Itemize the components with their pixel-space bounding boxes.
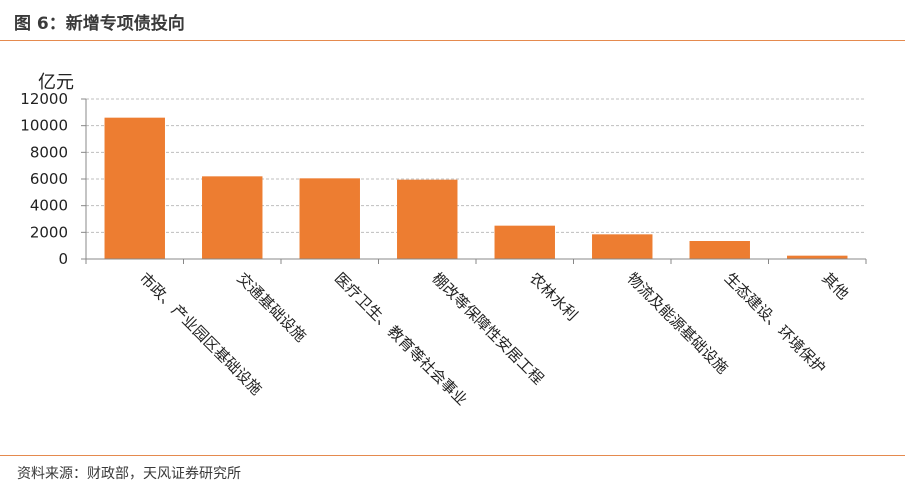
y-axis-label: 亿元 — [38, 72, 74, 93]
y-tick-label: 4000 — [30, 197, 68, 215]
bar — [592, 234, 653, 259]
title-divider — [0, 40, 905, 41]
bar — [397, 179, 458, 259]
bar — [494, 225, 555, 259]
y-tick-labels: 0 2000 4000 6000 8000 10000 12000 — [20, 90, 68, 268]
y-tick-label: 8000 — [30, 143, 68, 161]
x-tick-label: 生态建设、环境保护 — [721, 269, 829, 377]
x-tick-label: 交通基础设施 — [233, 269, 309, 345]
y-tick-label: 6000 — [30, 170, 68, 188]
bar — [202, 176, 263, 259]
bar-chart: 0 2000 4000 6000 8000 10000 12000 市政、产业园区基础设施交… — [20, 72, 867, 409]
bars — [104, 117, 848, 260]
bar — [689, 241, 750, 259]
x-tick-label: 农林水利 — [526, 269, 581, 324]
x-tick-label: 物流及能源基础设施 — [623, 269, 731, 377]
x-tick-label: 其他 — [818, 269, 852, 303]
source-divider — [0, 455, 905, 456]
bar — [104, 117, 165, 260]
y-tick-label: 12000 — [20, 90, 68, 108]
y-tick-label: 0 — [58, 250, 68, 268]
y-tick-label: 2000 — [30, 223, 68, 241]
bar — [787, 255, 848, 259]
figure-title: 图 6：新增专项债投向 — [14, 14, 185, 34]
bar — [299, 178, 360, 259]
axes — [81, 98, 867, 264]
x-tick-label: 棚改等保障性安居工程 — [428, 269, 547, 388]
source-note: 资料来源：财政部，天风证券研究所 — [17, 466, 241, 482]
y-tick-label: 10000 — [20, 117, 68, 135]
